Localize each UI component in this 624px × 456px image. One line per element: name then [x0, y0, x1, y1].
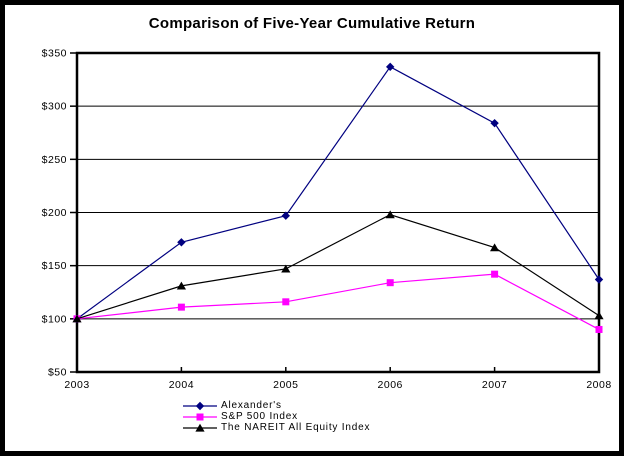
x-axis-label: 2007: [482, 379, 507, 391]
marker-square: [196, 413, 204, 420]
marker-diamond-alexander-s: [386, 62, 395, 72]
series-line-s-p-500-index: [76, 273, 600, 330]
marker-triangle: [195, 423, 205, 432]
marker-triangle-the-nareit-all-equity-index: [385, 210, 395, 219]
marker-diamond-alexander-s: [281, 211, 290, 220]
marker-triangle-the-nareit-all-equity-index: [176, 281, 186, 290]
marker-square-s-p-500-index: [595, 325, 603, 333]
marker-diamond-alexander-s: [490, 118, 499, 128]
legend-marker-diamond-icon: [183, 401, 217, 410]
chart-title: Comparison of Five-Year Cumulative Retur…: [148, 15, 476, 32]
y-axis-label: $150: [42, 260, 67, 272]
x-axis-label: 2008: [586, 379, 611, 391]
legend-label: The NAREIT All Equity Index: [221, 422, 371, 433]
marker-triangle-the-nareit-all-equity-index: [281, 264, 291, 273]
marker-diamond-alexander-s: [594, 275, 604, 284]
legend-item-alexander-s: Alexander's: [183, 400, 370, 411]
legend-item-the-nareit-all-equity-index: The NAREIT All Equity Index: [183, 422, 370, 433]
y-axis-label: $250: [42, 154, 67, 166]
legend-item-s-p-500-index: S&P 500 Index: [183, 411, 370, 422]
marker-triangle-the-nareit-all-equity-index: [72, 314, 82, 323]
marker-triangle-the-nareit-all-equity-index: [490, 243, 500, 252]
marker-square-s-p-500-index: [491, 270, 499, 278]
legend-marker-square-icon: [183, 413, 217, 420]
x-axis-label: 2005: [273, 379, 298, 391]
y-axis-label: $100: [42, 313, 67, 325]
legend-marker-triangle-icon: [183, 423, 217, 432]
marker-diamond-alexander-s: [177, 238, 186, 247]
y-axis-label: $350: [42, 48, 67, 60]
x-axis-label: 2006: [378, 379, 403, 391]
chart-legend: Alexander's S&P 500 Index The NAREIT All E…: [183, 400, 370, 433]
x-axis-label: 2003: [64, 379, 89, 391]
y-axis-label: $50: [48, 367, 67, 379]
series-line-the-nareit-all-equity-index: [76, 213, 600, 320]
x-axis-label: 2004: [169, 379, 194, 391]
y-axis-label: $200: [42, 207, 67, 219]
marker-triangle-the-nareit-all-equity-index: [594, 311, 604, 320]
plot-border: [75, 51, 601, 374]
marker-square-s-p-500-index: [282, 298, 290, 306]
legend-label: Alexander's: [221, 400, 282, 411]
series-line-alexander-s: [76, 66, 600, 320]
marker-square-s-p-500-index: [386, 279, 394, 287]
marker-square-s-p-500-index: [177, 303, 185, 311]
legend-label: S&P 500 Index: [221, 411, 298, 422]
y-axis-label: $300: [42, 101, 67, 113]
marker-diamond: [195, 401, 205, 410]
